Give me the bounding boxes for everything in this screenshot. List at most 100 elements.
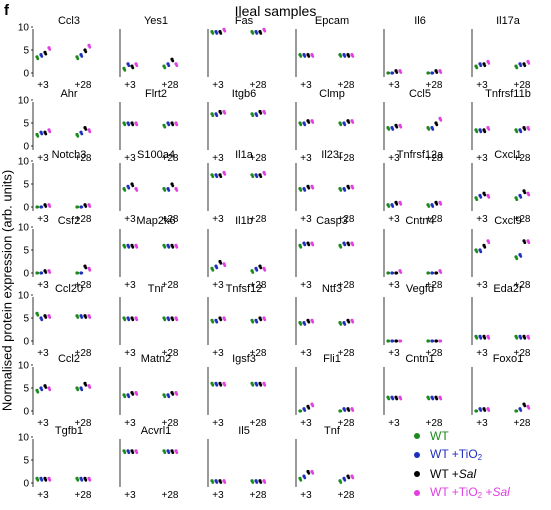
data-point-tio2	[167, 451, 171, 454]
panel-title: Vegfd	[406, 283, 434, 295]
panel-tnfsf12: Tnfsf12+3 +28	[207, 283, 267, 359]
panel-title: Matn2	[141, 353, 172, 365]
panel-notch3: Notch3 0 5 10 +3 +28	[18, 149, 92, 225]
x-tick-label: +28	[514, 280, 531, 291]
data-point-sal	[435, 71, 439, 74]
x-tick-label: +28	[162, 418, 179, 429]
data-point-both	[48, 271, 52, 274]
data-point-wt	[163, 189, 167, 192]
data-point-wt	[36, 390, 40, 394]
x-tick-label: +28	[162, 280, 179, 291]
data-point-wt	[36, 478, 40, 482]
data-point-sal	[307, 243, 311, 247]
data-point-tio2	[255, 268, 259, 272]
data-point-sal	[435, 271, 439, 275]
data-point-tio2	[80, 132, 84, 136]
data-point-tio2	[80, 205, 84, 209]
data-point-both	[135, 451, 139, 454]
data-point-both	[175, 451, 179, 454]
data-point-wt	[475, 198, 479, 202]
data-point-wt	[76, 57, 80, 61]
data-point-sal	[435, 397, 439, 401]
panel-il5: Il5 +3 +28	[207, 425, 267, 501]
data-point-tio2	[255, 320, 259, 324]
panel-title: Cntn1	[405, 353, 434, 365]
data-point-wt	[76, 271, 80, 275]
data-point-both	[527, 241, 531, 245]
data-point-both	[135, 318, 139, 322]
data-point-sal	[171, 393, 175, 396]
data-point-sal	[347, 243, 351, 247]
x-tick-label: +3	[300, 80, 312, 91]
x-tick-label: +3	[388, 80, 400, 91]
data-point-tio2	[127, 245, 131, 249]
data-point-wt	[299, 189, 303, 192]
data-point-wt	[387, 127, 391, 131]
data-point-tio2	[215, 481, 219, 484]
data-point-tio2	[80, 271, 84, 275]
data-point-sal	[523, 404, 527, 408]
x-tick-label: +3	[476, 348, 488, 359]
data-point-tio2	[479, 130, 483, 134]
x-tick-label: +3	[212, 214, 224, 225]
data-point-both	[48, 205, 52, 208]
data-point-sal	[219, 32, 223, 35]
data-point-tio2	[431, 271, 435, 275]
data-point-tio2	[343, 189, 347, 192]
legend-marker-tio2-sal	[414, 489, 420, 496]
data-point-sal	[171, 184, 175, 188]
data-point-both	[439, 339, 443, 343]
data-point-wt	[515, 409, 519, 413]
data-point-both	[48, 48, 52, 51]
data-point-sal	[347, 55, 351, 58]
x-tick-label: +28	[426, 214, 443, 225]
data-point-both	[351, 409, 355, 412]
panel-title: Ntf3	[322, 283, 342, 295]
data-point-tio2	[343, 123, 347, 127]
data-point-wt	[299, 323, 303, 326]
panel-flrt2: Flrt2 +3 +28	[119, 88, 179, 164]
data-point-wt	[427, 397, 431, 401]
data-point-both	[263, 268, 267, 272]
data-point-sal	[307, 186, 311, 190]
data-point-tio2	[479, 250, 483, 254]
x-tick-label: +28	[338, 280, 355, 291]
x-tick-label: +28	[250, 153, 267, 164]
data-point-tio2	[479, 195, 483, 199]
y-tick-label: 5	[23, 384, 29, 395]
panel-il1a: Il1a +3 +28	[207, 149, 267, 225]
data-point-wt	[163, 451, 167, 454]
data-point-wt	[123, 68, 127, 72]
panel-fas: Fas +3 +28	[207, 15, 267, 91]
data-point-wt	[163, 318, 167, 322]
data-point-both	[527, 193, 531, 197]
data-point-both	[263, 172, 267, 176]
x-tick-label: +3	[124, 280, 136, 291]
data-point-wt	[475, 130, 479, 134]
x-tick-label: +28	[426, 280, 443, 291]
x-tick-label: +28	[338, 418, 355, 429]
data-point-wt	[251, 383, 255, 387]
x-tick-label: +28	[338, 348, 355, 359]
panel-title: Il1a	[235, 149, 254, 161]
data-point-tio2	[431, 397, 435, 401]
data-point-both	[175, 393, 179, 396]
data-point-sal	[259, 175, 263, 179]
data-point-sal	[84, 127, 88, 131]
y-tick-label: 10	[18, 291, 30, 302]
data-point-tio2	[431, 339, 435, 343]
data-point-wt	[251, 175, 255, 179]
legend-item-tio2-sal: WT +TiO2 +Sal	[410, 483, 550, 502]
data-point-both	[351, 320, 355, 324]
data-point-tio2	[391, 71, 395, 75]
data-point-both	[263, 111, 267, 115]
data-point-tio2	[80, 55, 84, 58]
data-point-sal	[44, 52, 48, 56]
x-tick-label: +3	[124, 418, 136, 429]
data-point-wt	[299, 55, 303, 58]
panel-tnf: Tnf +3 +28	[295, 425, 355, 501]
panel-tnfrsf11b: Tnfrsf11b +3 +28	[471, 88, 531, 164]
data-point-wt	[36, 313, 40, 317]
x-tick-label: +28	[250, 490, 267, 501]
data-point-both	[399, 202, 403, 206]
